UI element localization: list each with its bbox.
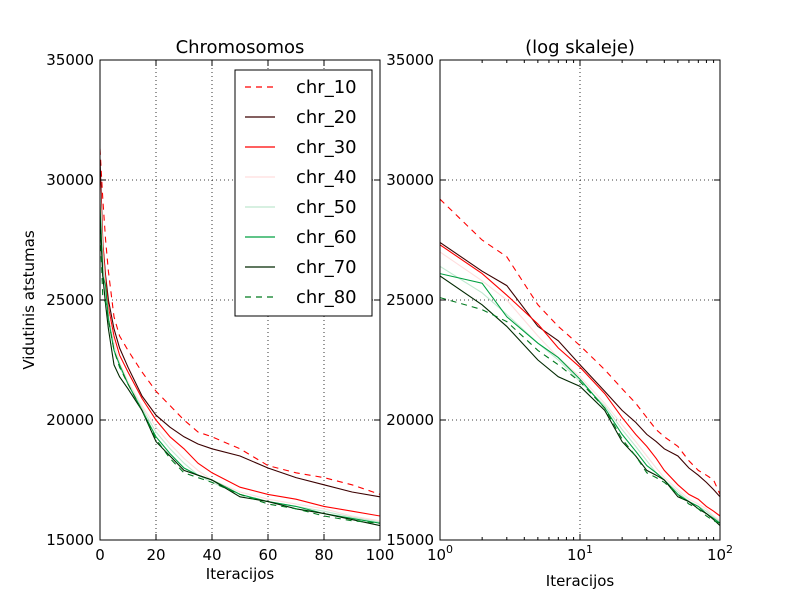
right-y-tick-label: 35000 — [386, 51, 434, 69]
right-series-group — [440, 198, 720, 527]
legend-label-chr-40: chr_40 — [296, 167, 357, 188]
right-series-chr-10 — [440, 198, 720, 495]
right-x-tick-label: 101 — [567, 543, 593, 564]
left-x-tick-label: 100 — [366, 546, 395, 564]
left-y-tick-label: 20000 — [46, 411, 94, 429]
legend-label-chr-20: chr_20 — [296, 107, 357, 128]
left-series-chr-40 — [100, 184, 380, 522]
legend-label-chr-50: chr_50 — [296, 197, 357, 218]
left-series-chr-10 — [100, 148, 380, 495]
left-chart-title: Chromosomos — [176, 37, 305, 58]
left-series-chr-80 — [100, 223, 380, 524]
left-y-tick-label: 35000 — [46, 51, 94, 69]
right-x-axis-label: Iteracijos — [546, 572, 615, 590]
left-chart: 0 20 40 60 80 100 15000 20000 25000 30000 35000 Ch… — [20, 37, 394, 583]
right-y-tick-label: 20000 — [386, 411, 434, 429]
legend-frame — [234, 69, 373, 317]
legend-label-chr-30: chr_30 — [296, 137, 357, 158]
left-y-tick-label: 15000 — [46, 531, 94, 549]
left-x-axis-label: Iteracijos — [206, 565, 275, 583]
left-series-chr-30 — [100, 175, 380, 517]
right-ticks: 100 101 102 15000 20000 25000 30000 35000 — [386, 51, 733, 564]
left-series-chr-60 — [100, 203, 380, 524]
left-x-tick-label: 60 — [258, 546, 277, 564]
left-ticks: 0 20 40 60 80 100 15000 20000 25000 30000 35000 — [46, 51, 394, 564]
right-chart: 100 101 102 15000 20000 25000 30000 35000 (log … — [386, 37, 733, 590]
legend-label-chr-10: chr_10 — [296, 77, 357, 98]
left-series-chr-20 — [100, 158, 380, 498]
right-series-chr-40 — [440, 251, 720, 522]
left-y-tick-label: 25000 — [46, 291, 94, 309]
left-x-tick-label: 40 — [202, 546, 221, 564]
right-series-chr-60 — [440, 273, 720, 524]
right-series-chr-30 — [440, 244, 720, 517]
left-x-tick-label: 0 — [95, 546, 105, 564]
right-series-chr-80 — [440, 297, 720, 524]
left-y-axis-label: Vidutinis atstumas — [20, 230, 38, 370]
legend-label-chr-70: chr_70 — [296, 257, 357, 278]
legend: chr_10 chr_20 chr_30 chr_40 chr_50 chr_60 chr_… — [234, 69, 373, 317]
left-y-tick-label: 30000 — [46, 171, 94, 189]
legend-label-chr-80: chr_80 — [296, 287, 357, 308]
right-x-tick-label: 100 — [427, 543, 453, 564]
right-y-tick-label: 30000 — [386, 171, 434, 189]
left-x-tick-label: 20 — [146, 546, 165, 564]
left-series-group — [100, 148, 380, 527]
legend-label-chr-60: chr_60 — [296, 227, 357, 248]
right-y-tick-label: 25000 — [386, 291, 434, 309]
right-x-tick-label: 102 — [707, 543, 733, 564]
right-chart-title: (log skaleje) — [525, 37, 635, 58]
right-y-tick-label: 15000 — [386, 531, 434, 549]
left-x-tick-label: 80 — [314, 546, 333, 564]
